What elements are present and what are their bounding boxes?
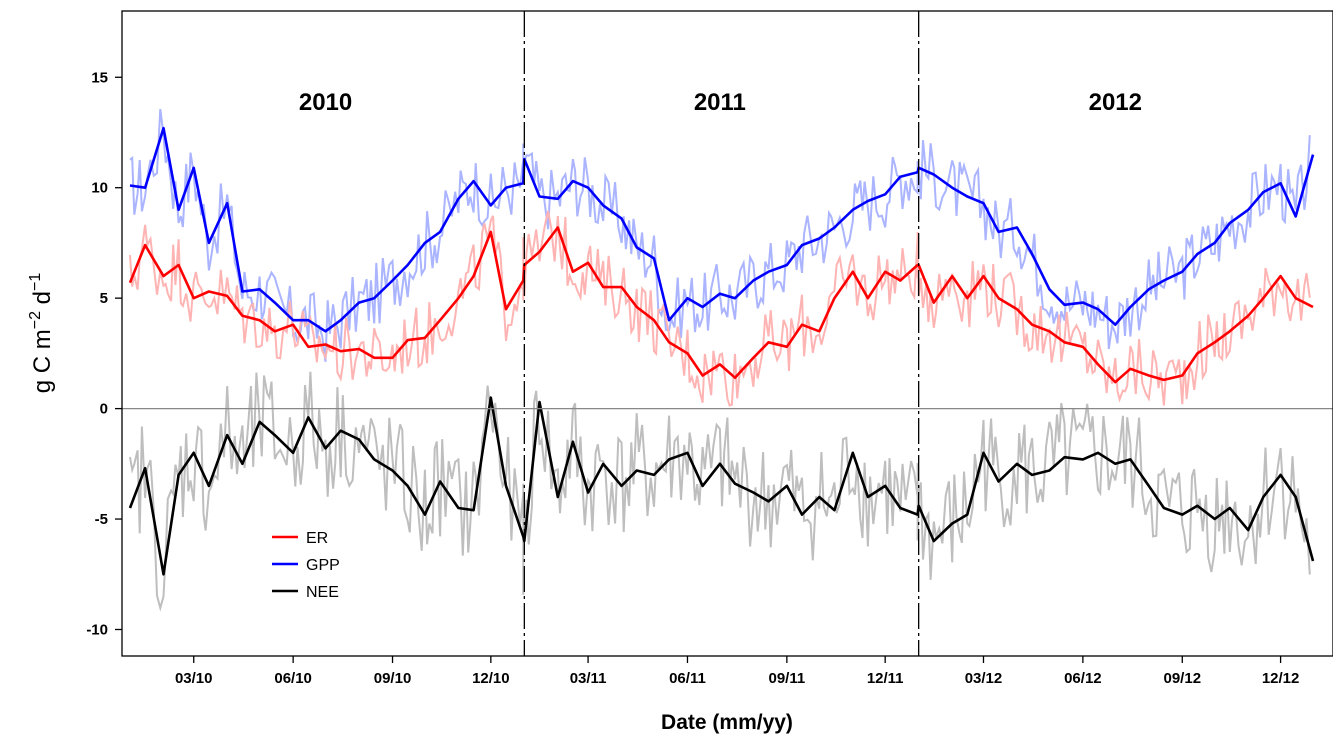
y-tick-label: 0 [100, 401, 108, 418]
y-tick-label: 10 [91, 180, 108, 197]
y-axis: -10 -5 0 5 10 15 [86, 69, 122, 638]
x-tick-label: 03/11 [570, 670, 607, 687]
y-tick-label: 15 [91, 69, 108, 86]
smoothed-series-layer [128, 126, 1315, 576]
year-label-2012: 2012 [1089, 89, 1142, 116]
x-axis-title: Date (mm/yy) [661, 711, 793, 734]
year-label-2010: 2010 [299, 89, 352, 116]
y-axis-title: g C m−2 d−1 [27, 273, 56, 394]
y-axis-title-part: g C m [29, 329, 56, 393]
x-tick-label: 06/10 [274, 670, 312, 687]
legend: ER GPP NEE [272, 530, 340, 601]
x-tick-label: 06/12 [1064, 670, 1102, 687]
legend-label-nee: NEE [306, 584, 339, 601]
year-label-2011: 2011 [694, 89, 746, 116]
x-tick-label: 09/10 [374, 670, 412, 687]
series-line-gpp [129, 126, 1315, 333]
y-axis-title-part: −2 [27, 311, 44, 329]
x-tick-label: 03/10 [175, 670, 213, 687]
x-tick-label: 06/11 [669, 670, 706, 687]
plot-frame [121, 10, 1333, 657]
x-tick-label: 03/12 [965, 670, 1003, 687]
x-tick-label: 12/12 [1262, 670, 1300, 687]
y-tick-label: -5 [95, 511, 108, 528]
series-line-er [128, 226, 1314, 384]
y-axis-title-part: d [29, 291, 56, 311]
x-tick-label: 12/10 [472, 670, 510, 687]
year-dividers [523, 11, 920, 656]
y-tick-label: 5 [100, 290, 108, 307]
x-tick-label: 09/11 [769, 670, 806, 687]
raw-line-er [129, 210, 1311, 407]
x-tick-label: 12/11 [867, 670, 904, 687]
legend-label-er: ER [306, 530, 328, 547]
y-axis-title-part: −1 [27, 273, 44, 291]
year-labels: 2010 2011 2012 [299, 89, 1142, 116]
raw-line-nee [129, 371, 1311, 612]
legend-label-gpp: GPP [306, 557, 340, 574]
x-tick-label: 09/12 [1164, 670, 1202, 687]
y-tick-label: -10 [86, 621, 108, 638]
series-line-nee [128, 396, 1315, 576]
x-axis: 03/10 06/10 09/10 12/10 03/11 06/11 09/11 12/11… [175, 656, 1299, 687]
